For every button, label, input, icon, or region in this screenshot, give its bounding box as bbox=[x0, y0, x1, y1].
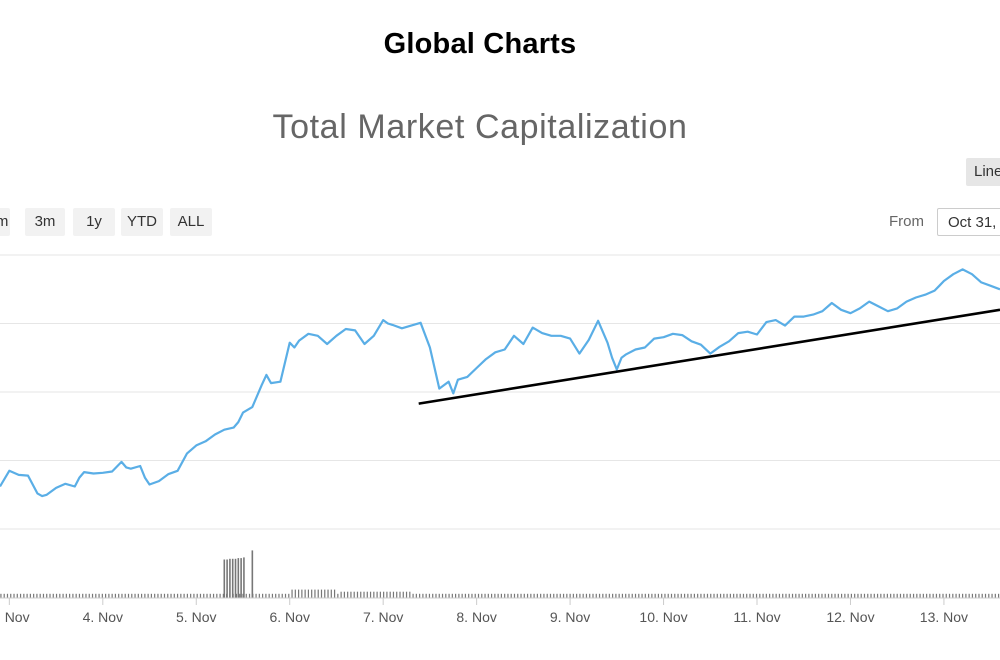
chart-title: Total Market Capitalization bbox=[272, 108, 688, 146]
range-button-1y[interactable]: 1y bbox=[73, 208, 115, 236]
x-tick-label: 7. Nov bbox=[363, 609, 403, 625]
x-tick-label: 3. Nov bbox=[0, 609, 30, 625]
range-button-ytd[interactable]: YTD bbox=[121, 208, 163, 236]
x-tick-label: 10. Nov bbox=[639, 609, 687, 625]
volume-bars bbox=[0, 550, 1000, 598]
x-tick-label: 5. Nov bbox=[176, 609, 216, 625]
series-line bbox=[0, 268, 1000, 498]
page-title: Global Charts bbox=[383, 28, 577, 60]
from-date-input[interactable] bbox=[937, 208, 1000, 236]
chart-type-button[interactable]: Line bbox=[966, 158, 1000, 186]
x-tick-label: 8. Nov bbox=[456, 609, 496, 625]
x-tick-label: 12. Nov bbox=[826, 609, 874, 625]
x-tick-label: 4. Nov bbox=[83, 609, 123, 625]
range-button-all[interactable]: ALL bbox=[170, 208, 212, 236]
x-tick-label: 13. Nov bbox=[920, 609, 968, 625]
x-tick-label: 11. Nov bbox=[733, 609, 780, 625]
from-label: From bbox=[889, 213, 924, 230]
range-button-1m[interactable]: 1m bbox=[0, 208, 10, 236]
range-button-3m[interactable]: 3m bbox=[25, 208, 65, 236]
grid-lines bbox=[0, 254, 1000, 530]
trendline-annotation bbox=[418, 308, 1000, 405]
x-tick-label: 6. Nov bbox=[269, 609, 309, 625]
x-axis-ticks: 3. Nov 4. Nov 5. Nov 6. Nov 7. Nov 8. Nov 9. N… bbox=[0, 598, 968, 625]
x-tick-label: 9. Nov bbox=[550, 609, 590, 625]
